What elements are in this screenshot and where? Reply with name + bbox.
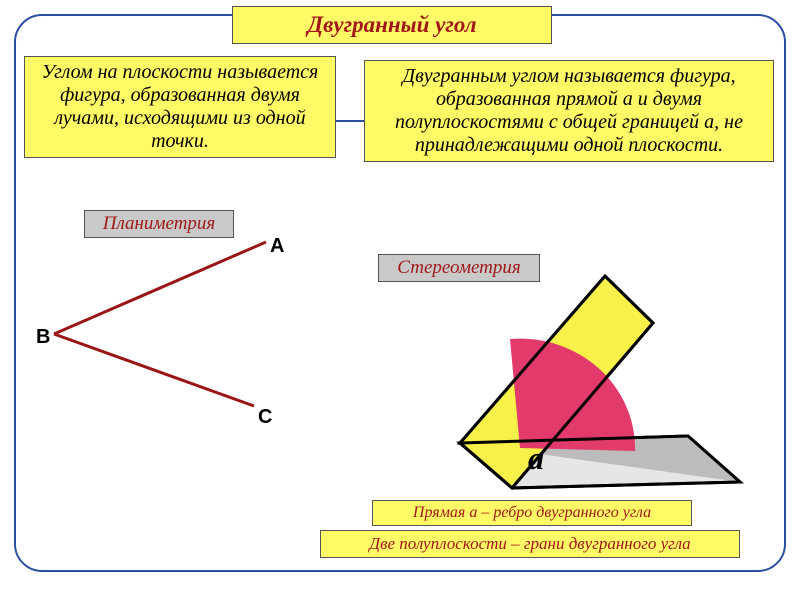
- definition-planimetry: Углом на плоскости называется фигура, об…: [24, 56, 336, 158]
- point-B: B: [36, 326, 50, 349]
- title-box: Двугранный угол: [232, 6, 552, 44]
- point-A: A: [270, 235, 284, 258]
- definition-stereometry: Двугранным углом называется фигура, обра…: [364, 60, 774, 162]
- caption-edge: Прямая a – ребро двугранного угла: [372, 500, 692, 526]
- title-text: Двугранный угол: [307, 12, 476, 38]
- edge-label-a: a: [528, 440, 544, 477]
- caption-edge-text: Прямая a – ребро двугранного угла: [413, 504, 651, 522]
- ray-BA: [54, 242, 266, 334]
- ray-BC: [54, 334, 254, 406]
- definition-planimetry-text: Углом на плоскости называется фигура, об…: [42, 61, 319, 152]
- definition-stereometry-text: Двугранным углом называется фигура, обра…: [395, 65, 743, 156]
- caption-faces-text: Две полуплоскости – грани двугранного уг…: [369, 534, 690, 554]
- caption-faces: Две полуплоскости – грани двугранного уг…: [320, 530, 740, 558]
- point-C: C: [258, 406, 272, 429]
- dihedral-angle-diagram: [420, 268, 750, 498]
